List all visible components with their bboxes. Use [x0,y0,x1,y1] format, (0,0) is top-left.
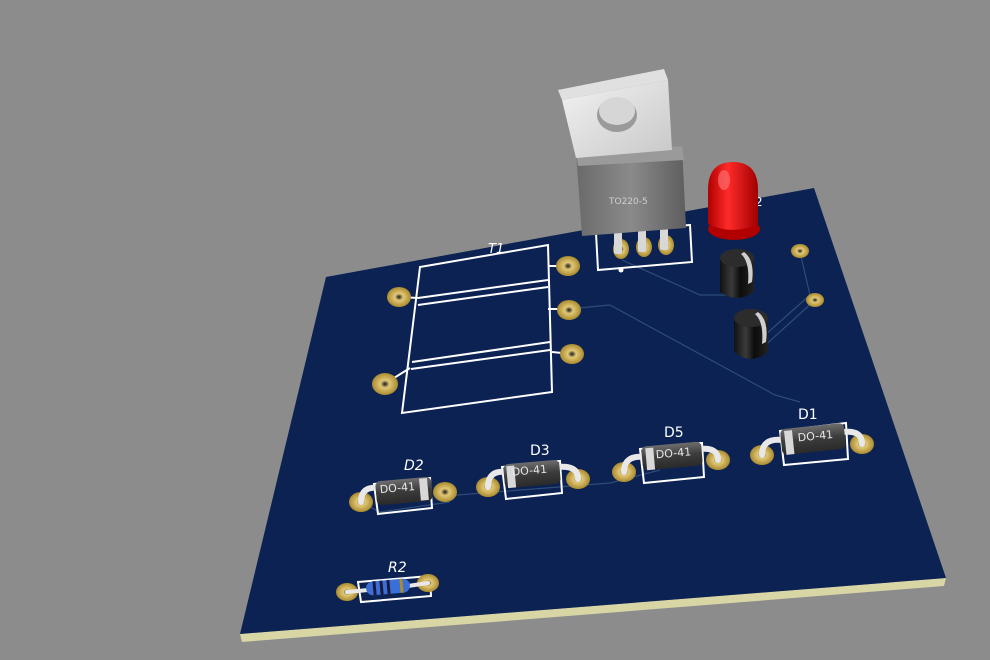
diode-d3[interactable]: D3 DO-41 [476,443,590,501]
pcb-board [240,188,946,642]
cathode-band [506,465,517,489]
capacitor-lower[interactable] [734,309,768,359]
diode-designator: D2 [404,458,424,474]
diode-package-label: DO-41 [379,480,415,496]
diode-d1[interactable]: D1 DO-41 [750,407,874,467]
diode-d2[interactable]: D2 DO-41 [349,458,457,516]
capacitor-body [734,318,768,359]
diode-designator: D5 [664,425,684,441]
diode-package-label: DO-41 [797,428,834,445]
diode-package-label: DO-41 [511,463,547,479]
heatsink-tab-top [558,69,668,100]
led-dome [708,162,758,230]
cathode-band [418,477,429,501]
regulator-body [576,146,686,236]
voltage-regulator-to220[interactable]: TO220-5 [558,69,694,273]
resistor-designator: R2 [388,560,407,576]
capacitor-body [720,258,754,298]
aux-pads [791,244,824,307]
resistor-color-bands [372,578,404,596]
diode-designator: D3 [530,443,550,459]
led[interactable]: 2 [708,162,763,240]
board-edge [240,578,946,642]
diode-body [780,423,846,455]
diode-package-label: DO-41 [655,445,691,461]
diode-designator: D1 [798,407,818,423]
diode-body [375,477,433,505]
capacitor-polarity-stripe [755,312,767,344]
diode-body [641,441,703,471]
pin1-marker [618,267,624,273]
resistor-r2[interactable]: R2 [336,560,439,604]
cathode-band [645,447,656,471]
transformer-t1[interactable]: T1 [372,242,584,415]
board-top [240,188,946,634]
transformer-pads [372,256,584,395]
capacitor-upper[interactable] [720,249,754,298]
transformer-outline [385,243,573,415]
diode-body [503,460,561,488]
diode-d5[interactable]: D5 DO-41 [612,425,730,485]
led-designator: 2 [755,195,763,209]
cathode-band [784,430,795,455]
regulator-package-label: TO220-5 [608,197,648,207]
capacitor-polarity-stripe [741,252,753,284]
